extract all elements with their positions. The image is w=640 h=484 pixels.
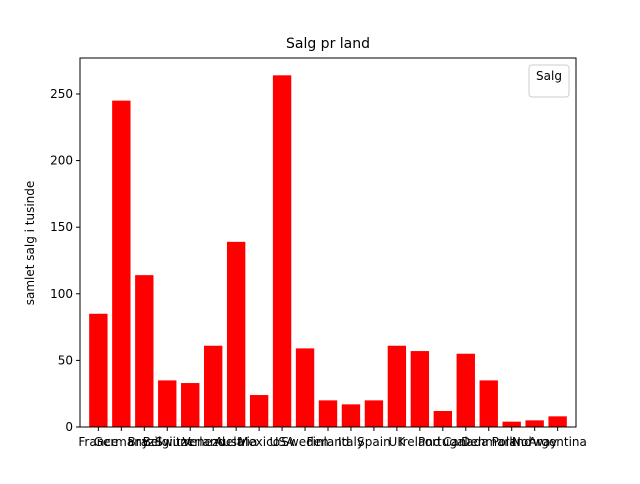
bar [410, 351, 430, 427]
bar [456, 353, 475, 427]
y-tick-label: 200 [50, 154, 73, 168]
x-tick-label: Norway [512, 435, 558, 449]
bar [387, 345, 407, 427]
x-tick-label: Germany [94, 435, 149, 449]
y-tick-label: 50 [58, 353, 73, 367]
chart-title: Salg pr land [286, 36, 370, 52]
bar [135, 275, 154, 427]
x-tick-label: Belgium [143, 435, 192, 449]
bar [548, 416, 567, 427]
x-tick-label: Austria [215, 435, 257, 449]
y-tick-label: 250 [50, 87, 73, 101]
x-tick-label: Canada [443, 435, 489, 449]
bar [479, 380, 498, 427]
x-tick-label: Poland [492, 435, 532, 449]
x-tick-label: Italy [338, 435, 364, 449]
bar [295, 348, 315, 427]
x-tick-label: Mexico [238, 435, 280, 449]
y-axis-label: samlet salg i tusinde [23, 181, 37, 306]
bar [502, 421, 521, 427]
bar [433, 411, 452, 427]
x-tick-label: Portugal [418, 435, 468, 449]
x-tick-label: France [78, 435, 118, 449]
x-tick-label: Denmark [461, 435, 516, 449]
x-tick-label: USA [270, 435, 296, 449]
x-tick-label: Switzerland [155, 435, 225, 449]
bar [89, 313, 108, 427]
x-tick-label: Venezuela [182, 435, 244, 449]
bar [181, 383, 200, 427]
y-tick-label: 0 [65, 420, 73, 434]
x-tick-label: Finland [307, 435, 350, 449]
bar [249, 395, 269, 427]
bar [226, 241, 246, 427]
plot-frame [79, 57, 577, 428]
bar [204, 345, 223, 427]
bar [318, 400, 338, 427]
bar [158, 380, 177, 427]
x-tick-label: Ireland [399, 435, 441, 449]
bar [341, 404, 361, 427]
x-tick-label: Brazil [128, 435, 162, 449]
legend-title: Salg [536, 69, 562, 83]
bar [364, 400, 384, 427]
x-tick-label: UK [389, 435, 407, 449]
x-tick-label: Spain [357, 435, 391, 449]
y-tick-label: 100 [50, 287, 73, 301]
bar [112, 100, 131, 427]
legend-box [528, 64, 570, 98]
bar [272, 75, 292, 427]
bar [525, 420, 544, 427]
y-tick-label: 150 [50, 220, 73, 234]
x-tick-label: Argentina [528, 435, 587, 449]
x-tick-label: Sweden [281, 435, 328, 449]
